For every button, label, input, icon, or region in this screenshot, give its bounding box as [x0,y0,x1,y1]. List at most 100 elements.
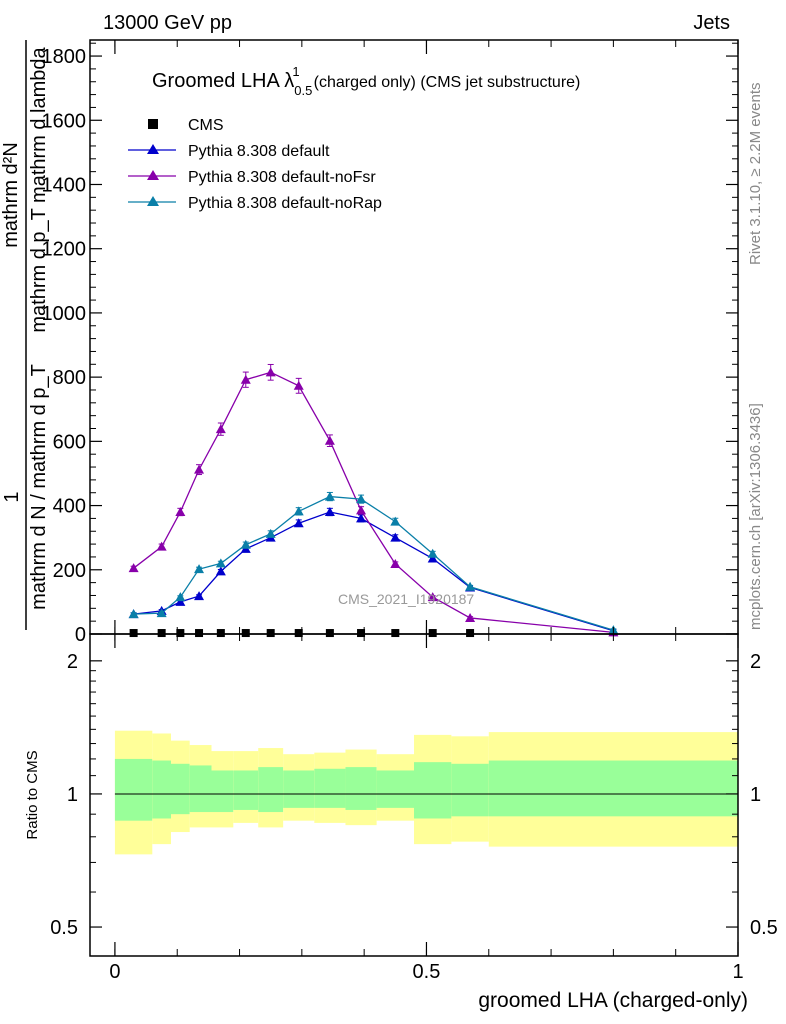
data-point [265,528,276,538]
data-point [427,548,438,558]
data-point [215,558,226,568]
data-point [156,541,167,551]
data-point [390,559,401,569]
data-point [324,506,335,516]
ratio-band-inner [314,768,346,808]
ratio-y-tick-label-right: 2 [750,651,761,673]
ylabel-top: 1 [1,491,23,502]
data-point [466,629,475,638]
ratio-band-inner [211,770,234,813]
main-series-layer [128,363,619,638]
ratio-y-ticks: 0.5 0.5 1 1 2 2 [50,651,778,939]
watermark-label: CMS_2021_I1920187 [338,591,474,607]
ratio-y-tick-label-right: 0.5 [750,917,778,939]
data-point [156,608,167,618]
data-point [215,566,226,576]
y-tick-label: 600 [53,431,86,453]
data-point [293,506,304,516]
data-point [391,629,400,638]
data-point [325,629,334,638]
category-label: Jets [693,12,730,34]
y-tick-label: 1200 [42,239,87,261]
data-point [294,629,303,638]
ratio-panel: 0.5 0.5 1 1 2 2 0 0.5 1 [50,633,778,983]
data-point [194,564,205,574]
rivet-label: Rivet 3.1.10, ≥ 2.2M events [747,83,764,266]
data-point [195,629,204,638]
data-point [216,629,225,638]
legend-marker [147,170,159,180]
data-point [175,506,186,516]
ratio-y-tick-label: 1 [67,784,78,806]
data-point [176,629,185,638]
ratio-band-inner [451,763,489,817]
data-point [241,629,250,638]
x-axis-label: groomed LHA (charged-only) [478,989,748,1012]
data-point [465,581,476,591]
legend-label: Pythia 8.308 default-noFsr [188,169,376,186]
data-point [356,505,367,515]
legend-item: Pythia 8.308 default-noFsr [128,169,376,186]
data-point [427,592,438,602]
x-tick-label: 0.5 [413,961,441,983]
legend-item: CMS [148,117,224,134]
data-point [240,539,251,549]
data-point [129,629,138,638]
ratio-y-axis-label: Ratio to CMS [24,750,41,839]
data-point [265,367,276,377]
data-point [428,629,437,638]
ratio-band-inner [414,762,452,819]
data-point [194,591,205,601]
ratio-x-ticks: 0 0.5 1 [109,634,744,983]
series-line [133,371,614,634]
ratio-band-inner [233,770,259,810]
data-point [215,424,226,434]
main-panel: 0 200 400 600 800 1000 1200 1400 1600 1800 [42,39,739,646]
x-tick-label: 1 [732,961,743,983]
data-point [324,491,335,501]
data-point [175,596,186,606]
data-point [240,374,251,384]
y-tick-label: 400 [53,496,86,518]
legend-marker [147,144,159,154]
data-point [427,553,438,563]
mcplots-label: mcplots.cern.ch [arXiv:1306.3436] [747,403,764,630]
y-tick-label: 1400 [42,174,87,196]
series-line [133,495,614,631]
ratio-band-inner [345,767,377,810]
data-point [175,592,186,602]
ratio-frame [89,633,739,957]
legend-label: Pythia 8.308 default-noRap [188,195,382,212]
y-tick-label: 800 [53,367,86,389]
data-point [356,494,367,504]
ratio-bands [114,730,738,855]
chart-title: Groomed LHA λ0.51(charged only) (CMS jet… [152,64,580,98]
data-point [194,464,205,474]
y-tick-label: 0 [75,624,86,646]
energy-label: 13000 GeV pp [103,12,232,34]
ylabel-den: mathrm d p_T mathrm d lambda [28,46,50,332]
legend: CMS Pythia 8.308 default Pythia 8.308 defa… [128,117,382,212]
ratio-band-inner [171,763,190,815]
data-point [128,609,139,619]
ratio-band-inner [488,760,738,817]
ratio-band-inner [152,760,171,819]
data-point [266,629,275,638]
ratio-band-inner [114,758,153,821]
y-tick-label: 1000 [42,303,87,325]
y-tick-label: 200 [53,560,86,582]
legend-marker [147,196,159,206]
legend-item: Pythia 8.308 default [128,143,330,160]
ratio-y-tick-label: 2 [67,651,78,673]
data-point [128,563,139,573]
data-point [465,612,476,622]
data-point [390,532,401,542]
legend-label: CMS [188,117,224,134]
ylabel-den2: mathrm d N / mathrm d p_T [28,364,50,610]
ratio-band-inner [258,767,284,813]
data-point [293,518,304,528]
ratio-band-inner [189,765,212,813]
x-tick-label: 0 [109,961,120,983]
legend-item: Pythia 8.308 default-noRap [128,195,382,212]
